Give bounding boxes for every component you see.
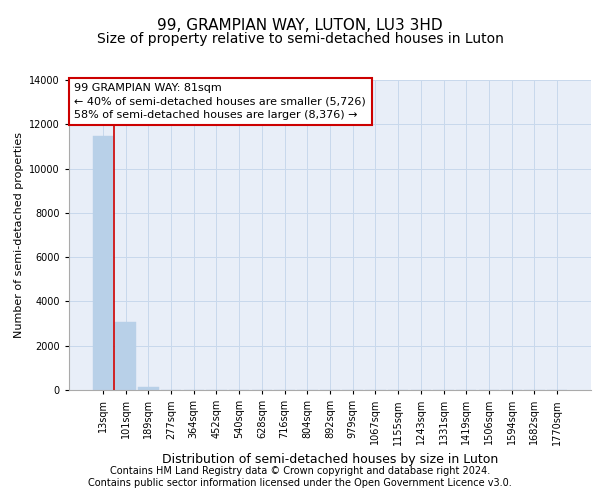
- Y-axis label: Number of semi-detached properties: Number of semi-detached properties: [14, 132, 23, 338]
- Bar: [93, 136, 113, 390]
- Text: Contains HM Land Registry data © Crown copyright and database right 2024.: Contains HM Land Registry data © Crown c…: [110, 466, 490, 476]
- Text: 99 GRAMPIAN WAY: 81sqm
← 40% of semi-detached houses are smaller (5,726)
58% of : 99 GRAMPIAN WAY: 81sqm ← 40% of semi-det…: [74, 83, 366, 120]
- Bar: [115, 322, 136, 390]
- Text: 99, GRAMPIAN WAY, LUTON, LU3 3HD: 99, GRAMPIAN WAY, LUTON, LU3 3HD: [157, 18, 443, 32]
- Text: Contains public sector information licensed under the Open Government Licence v3: Contains public sector information licen…: [88, 478, 512, 488]
- Text: Size of property relative to semi-detached houses in Luton: Size of property relative to semi-detach…: [97, 32, 503, 46]
- X-axis label: Distribution of semi-detached houses by size in Luton: Distribution of semi-detached houses by …: [162, 453, 498, 466]
- Bar: [138, 386, 158, 390]
